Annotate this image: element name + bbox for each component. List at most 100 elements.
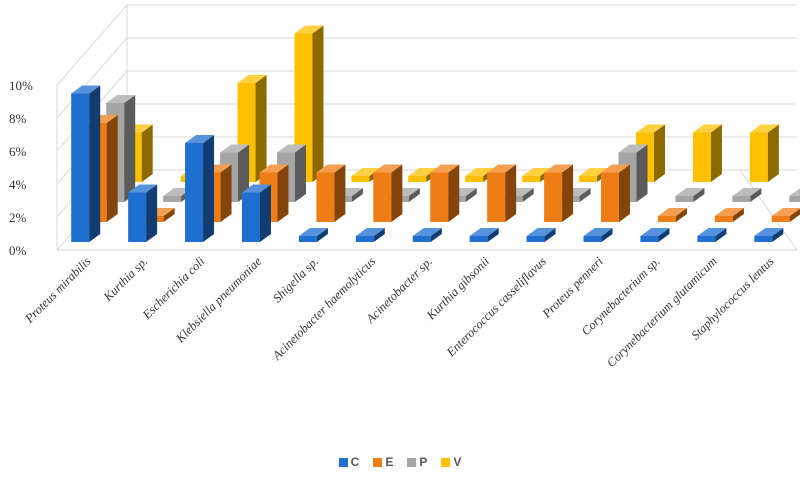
bar-face bbox=[583, 236, 602, 242]
bar-face bbox=[373, 172, 392, 222]
gridline bbox=[56, 4, 797, 86]
bar-C-4 bbox=[298, 228, 328, 242]
bar-face bbox=[238, 144, 250, 202]
bar-face bbox=[526, 228, 556, 236]
bar-face bbox=[355, 236, 374, 242]
bar-C-7 bbox=[469, 228, 499, 242]
legend-item-e: E bbox=[373, 455, 393, 469]
bar-face bbox=[692, 124, 722, 133]
bar-V-10 bbox=[692, 124, 722, 182]
bar-face bbox=[259, 164, 289, 173]
bar-face bbox=[487, 172, 506, 222]
bar-face bbox=[657, 216, 676, 222]
y-tick-label: 8% bbox=[9, 111, 27, 126]
bar-face bbox=[128, 192, 147, 242]
gridline bbox=[56, 70, 797, 152]
bar-face bbox=[601, 172, 620, 222]
bar-E-8 bbox=[544, 164, 574, 222]
legend-item-v: V bbox=[441, 455, 461, 469]
bar-face bbox=[412, 236, 431, 242]
y-axis-ticks: 0% 2% 4% 6% 8% 10% bbox=[9, 78, 33, 258]
bar-face bbox=[124, 95, 136, 202]
bar-face bbox=[749, 132, 768, 182]
bar-face bbox=[675, 208, 687, 222]
legend-swatch bbox=[441, 458, 451, 467]
y-tick-label: 10% bbox=[9, 78, 33, 93]
bar-face bbox=[128, 184, 158, 193]
bar-face bbox=[522, 168, 552, 176]
bar-face bbox=[693, 188, 705, 202]
bar-face bbox=[522, 176, 541, 182]
bar-face bbox=[714, 216, 733, 222]
bar-face bbox=[89, 85, 101, 242]
bar-E-7 bbox=[487, 164, 517, 222]
bar-C-9 bbox=[583, 228, 613, 242]
bar-C-6 bbox=[412, 228, 442, 242]
bar-face bbox=[754, 228, 784, 236]
bar-face bbox=[391, 164, 403, 222]
bar-face bbox=[710, 124, 722, 182]
bar-P-11 bbox=[732, 188, 762, 202]
bar-face bbox=[618, 144, 648, 153]
bar-P-12 bbox=[789, 188, 800, 202]
bar-face bbox=[675, 196, 694, 202]
y-tick-label: 4% bbox=[9, 177, 27, 192]
bar-C-10 bbox=[640, 228, 670, 242]
bar-face bbox=[298, 228, 328, 236]
bar-face bbox=[732, 188, 762, 196]
bar-P-10 bbox=[675, 188, 705, 202]
bar-E-6 bbox=[430, 164, 460, 222]
bar-face bbox=[355, 228, 385, 236]
bar-face bbox=[146, 184, 158, 242]
category-label: Kurthia sp. bbox=[100, 254, 150, 304]
bar-face bbox=[241, 192, 260, 242]
bar-E-10 bbox=[657, 208, 687, 222]
bar-face bbox=[579, 188, 591, 202]
bar-E-9 bbox=[601, 164, 631, 222]
bar-face bbox=[255, 75, 267, 182]
legend-label: V bbox=[453, 455, 462, 469]
bar-C-12 bbox=[754, 228, 784, 242]
bar-face bbox=[487, 228, 499, 242]
bar-face bbox=[106, 115, 118, 222]
bar-face bbox=[298, 236, 317, 242]
bar-face bbox=[316, 172, 335, 222]
bar-face bbox=[351, 188, 363, 202]
bar-face bbox=[754, 236, 773, 242]
bar-face bbox=[412, 228, 442, 236]
bar-face bbox=[732, 196, 751, 202]
bar-face bbox=[294, 144, 306, 202]
bar-face bbox=[579, 176, 598, 182]
category-label: Shigella sp. bbox=[270, 254, 321, 305]
legend-label: E bbox=[385, 455, 394, 469]
bar-face bbox=[430, 164, 460, 173]
bar-face bbox=[789, 188, 800, 196]
bar-face bbox=[241, 184, 271, 193]
bar-face bbox=[465, 188, 477, 202]
bar-face bbox=[714, 208, 744, 216]
bar-face bbox=[408, 176, 427, 182]
bar-face bbox=[185, 143, 204, 242]
bar-C-0 bbox=[71, 85, 101, 242]
bar-face bbox=[334, 164, 346, 222]
bar-face bbox=[430, 228, 442, 242]
bar-face bbox=[767, 124, 779, 182]
bar-face bbox=[697, 228, 727, 236]
bar-face bbox=[692, 132, 711, 182]
bar-face bbox=[277, 164, 289, 222]
bar-face bbox=[640, 228, 670, 236]
bar-E-11 bbox=[714, 208, 744, 222]
bar-face bbox=[636, 124, 666, 133]
axis-line bbox=[739, 169, 798, 251]
bar-face bbox=[601, 228, 613, 242]
legend-swatch bbox=[338, 458, 348, 467]
bar-face bbox=[465, 168, 495, 176]
legend-item-c: C bbox=[338, 455, 359, 469]
bar-face bbox=[636, 144, 648, 202]
bar-face bbox=[583, 228, 613, 236]
bar-C-3 bbox=[241, 184, 271, 242]
bar-face bbox=[259, 184, 271, 242]
bar-face bbox=[430, 172, 449, 222]
bar-face bbox=[601, 164, 631, 173]
